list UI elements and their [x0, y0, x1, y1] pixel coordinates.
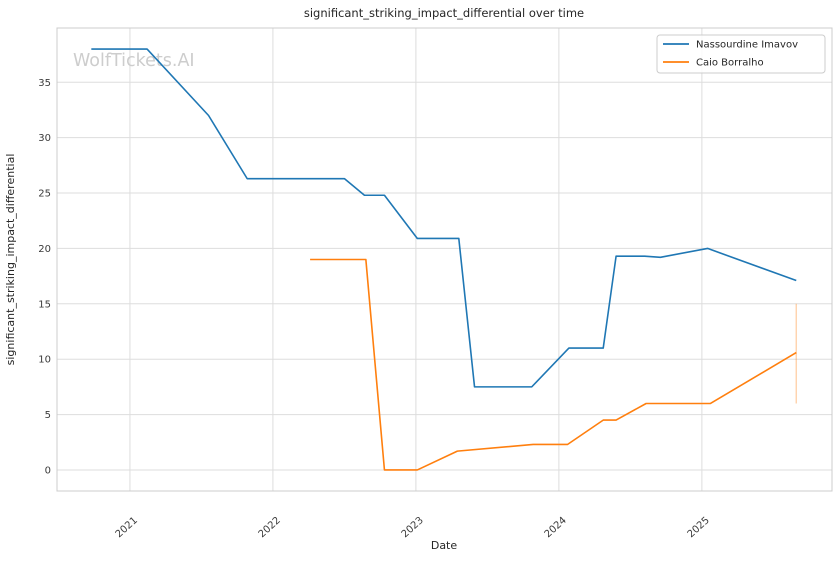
x-tick-label: 2025 [686, 515, 712, 540]
x-tick-label: 2022 [257, 515, 283, 540]
y-tick-label: 30 [38, 133, 51, 144]
legend-label: Caio Borralho [696, 58, 764, 69]
y-tick-label: 0 [45, 465, 51, 476]
series-line-nassourdine-imavov [91, 48, 797, 388]
y-tick-label: 15 [38, 299, 51, 310]
legend-label: Nassourdine Imavov [696, 40, 798, 51]
x-tick-label: 2021 [114, 515, 140, 540]
legend-box [656, 34, 826, 74]
series-layer [91, 48, 797, 471]
y-tick-label: 10 [38, 355, 51, 366]
watermark-text: WolfTickets.AI [73, 51, 195, 71]
y-axis-label: significant_striking_impact_differential [4, 154, 17, 366]
y-tick-label: 20 [38, 244, 51, 255]
plot-area [57, 28, 832, 491]
legend: Nassourdine Imavov Caio Borralho [656, 34, 826, 74]
grid-layer [57, 28, 832, 491]
series-line-caio-borralho [310, 258, 797, 471]
chart-title: significant_striking_impact_differential… [304, 6, 584, 20]
y-tick-label: 5 [45, 410, 51, 421]
y-tick-label: 35 [38, 78, 51, 89]
y-tick-label: 25 [38, 189, 51, 200]
x-axis-label: Date [431, 539, 458, 552]
x-tick-label: 2023 [400, 515, 426, 540]
x-tick-label: 2024 [543, 515, 569, 540]
axes-frame [56, 27, 833, 492]
